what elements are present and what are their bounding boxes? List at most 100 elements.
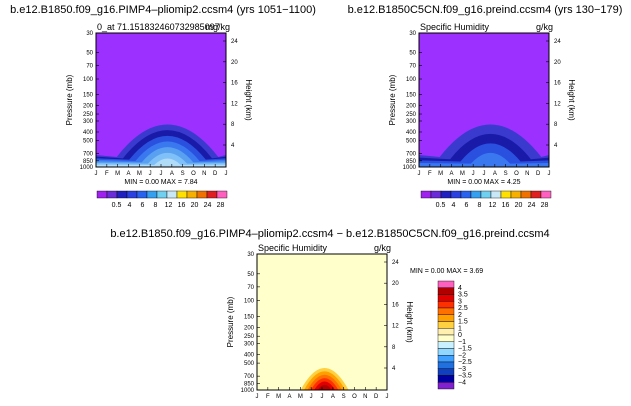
pressure-tick-label: 50	[86, 51, 93, 57]
colorbar-level-label: 3	[458, 298, 462, 305]
colorbar-swatch	[196, 190, 208, 199]
height-tick-label: 24	[554, 39, 561, 45]
colorbar-swatch	[460, 190, 472, 199]
pressure-tick-label: 250	[244, 334, 255, 340]
units-label: g/kg	[536, 22, 553, 32]
month-tick-label: F	[105, 171, 109, 177]
month-tick-label: J	[472, 171, 475, 177]
month-tick-label: S	[342, 394, 346, 400]
colorbar-swatch	[530, 190, 542, 199]
month-tick-label: M	[298, 394, 303, 400]
min-max-label: MIN = 0.00 MAX = 4.25	[447, 179, 520, 186]
month-tick-label: M	[137, 171, 142, 177]
colorbar-swatch	[437, 355, 455, 363]
month-tick-label: M	[276, 394, 281, 400]
height-tick-label: 24	[231, 39, 238, 45]
pressure-tick-label: 1000	[403, 165, 417, 171]
month-tick-label: N	[525, 171, 529, 177]
y-axis-label: Pressure (mb)	[388, 74, 397, 125]
y-axis-label: Pressure (mb)	[226, 296, 235, 347]
units-label: mg/kg	[205, 22, 230, 32]
month-tick-label: N	[202, 171, 206, 177]
contour-band-5	[317, 384, 332, 390]
colorbar-swatch	[186, 190, 198, 199]
colorbar-swatch	[136, 190, 148, 199]
pressure-tick-label: 700	[244, 374, 255, 380]
colorbar-level-label: −3.5	[458, 373, 472, 380]
colorbar-swatch	[540, 190, 552, 199]
pressure-tick-label: 100	[244, 299, 255, 305]
pressure-tick-label: 850	[83, 159, 94, 165]
month-tick-label: J	[225, 171, 228, 177]
colorbar-swatch	[206, 190, 218, 199]
colorbar-level-label: 12	[165, 202, 173, 209]
colorbar-level-label: 16	[178, 202, 186, 209]
height-tick-label: 12	[392, 324, 399, 330]
month-tick-label: D	[374, 394, 379, 400]
colorbar: 0.5 4 6 8 12 16 20 24 28	[420, 190, 552, 209]
colorbar-swatch	[156, 190, 168, 199]
pressure-tick-label: 50	[247, 272, 254, 278]
colorbar-swatch	[520, 190, 532, 199]
pressure-tick-label: 70	[247, 285, 254, 291]
height-tick-label: 20	[231, 60, 238, 66]
month-tick-label: M	[460, 171, 465, 177]
colorbar-swatch	[437, 375, 455, 383]
month-tick-label: A	[287, 394, 291, 400]
month-tick-label: F	[428, 171, 432, 177]
colorbar-swatch	[437, 301, 455, 309]
month-tick-label: J	[95, 171, 98, 177]
month-tick-label: J	[483, 171, 486, 177]
height-tick-label: 16	[392, 302, 399, 308]
colorbar-level-label: 0	[458, 332, 462, 339]
month-tick-label: O	[514, 171, 519, 177]
colorbar-level-label: 1.5	[458, 319, 468, 326]
colorbar-level-label: 3.5	[458, 292, 468, 299]
colorbar-level-label: 0.5	[436, 202, 446, 209]
colorbar-level-label: 20	[191, 202, 199, 209]
colorbar-level-label: −2.5	[458, 359, 472, 366]
colorbar-swatch	[437, 314, 455, 322]
colorbar-level-label: 24	[204, 202, 212, 209]
colorbar-level-label: 0.5	[112, 202, 122, 209]
colorbar-swatch	[437, 341, 455, 349]
colorbar-swatch	[437, 361, 455, 369]
pressure-tick-label: 500	[83, 139, 94, 145]
pressure-tick-label: 50	[409, 51, 416, 57]
pressure-tick-label: 850	[406, 159, 417, 165]
colorbar-level-label: 4	[128, 202, 132, 209]
colorbar-level-label: −4	[458, 379, 466, 386]
month-tick-label: J	[160, 171, 163, 177]
pressure-tick-label: 150	[83, 93, 94, 99]
min-max-label: MIN = 0.00 MAX = 3.69	[410, 268, 483, 275]
colorbar-swatch	[176, 190, 188, 199]
height-tick-label: 20	[554, 60, 561, 66]
pressure-tick-label: 70	[409, 63, 416, 69]
month-tick-label: F	[266, 394, 270, 400]
pressure-tick-label: 1000	[241, 388, 255, 394]
colorbar-level-label: 6	[141, 202, 145, 209]
colorbar-level-label: −3	[458, 366, 466, 373]
colorbar-level-label: 4	[458, 285, 462, 292]
chart-panel-2: b.e12.B1850C5CN.f09_g16.preind.ccsm4 (yr…	[348, 4, 623, 209]
colorbar-swatch	[437, 328, 455, 336]
colorbar-level-label: 2	[458, 312, 462, 319]
pressure-tick-label: 200	[83, 103, 94, 109]
min-max-label: MIN = 0.00 MAX = 7.84	[124, 179, 197, 186]
height-tick-label: 20	[392, 281, 399, 287]
colorbar-level-label: 24	[528, 202, 536, 209]
pressure-tick-label: 150	[406, 93, 417, 99]
colorbar-swatch	[116, 190, 128, 199]
background-field	[257, 254, 387, 390]
month-tick-label: J	[321, 394, 324, 400]
pressure-tick-label: 250	[406, 112, 417, 118]
month-tick-label: J	[386, 394, 389, 400]
colorbar-swatch	[440, 190, 452, 199]
chart-panel-3: b.e12.B1850.f09_g16.PIMP4–pliomip2.ccsm4…	[110, 228, 549, 400]
month-tick-label: D	[213, 171, 218, 177]
chart-subtitle: 0_at 71.151832460732985097	[97, 22, 220, 32]
pressure-tick-label: 200	[406, 103, 417, 109]
colorbar-swatch	[437, 287, 455, 295]
month-tick-label: A	[449, 171, 453, 177]
colorbar-swatch	[450, 190, 462, 199]
